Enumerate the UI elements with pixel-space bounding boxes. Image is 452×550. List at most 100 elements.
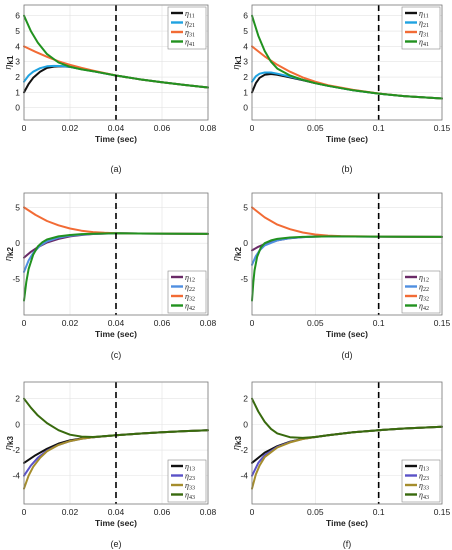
y-axis-label-symbol: η [3, 256, 13, 261]
legend-label-subscript: 32 [189, 297, 195, 303]
y-tick-label: 0 [243, 419, 248, 429]
x-tick-label: 0 [250, 123, 255, 133]
x-tick-label: 0.06 [154, 123, 171, 133]
x-tick-label: 0.04 [108, 507, 125, 517]
y-tick-label: 5 [15, 202, 20, 212]
y-tick-label: 2 [15, 72, 20, 82]
legend-label-subscript: 13 [189, 467, 195, 473]
legend-label-subscript: 33 [189, 486, 195, 492]
legend-label-subscript: 23 [189, 476, 195, 482]
y-tick-label: -4 [12, 471, 20, 481]
y-tick-label: 3 [243, 57, 248, 67]
legend-label-subscript: 23 [423, 476, 429, 482]
legend-label-subscript: 41 [189, 42, 195, 48]
x-tick-label: 0.06 [154, 318, 171, 328]
legend-label-symbol: η [185, 481, 189, 490]
legend-label-subscript: 22 [189, 287, 195, 293]
y-axis-label-subscript: k2 [234, 247, 243, 256]
series-line-η43 [23, 397, 209, 438]
legend-label-subscript: 11 [423, 14, 429, 20]
y-tick-label: 0 [243, 103, 248, 113]
legend-label-subscript: 43 [423, 495, 429, 501]
legend-label-subscript: 21 [189, 23, 195, 29]
y-axis-label: ηk1 [3, 55, 15, 69]
legend-label-subscript: 42 [423, 306, 429, 312]
y-tick-label: 4 [15, 41, 20, 51]
y-axis-label-subscript: k1 [6, 55, 15, 64]
legend-label: η22 [185, 283, 195, 294]
y-tick-label: 0 [15, 238, 20, 248]
legend-label-symbol: η [185, 302, 189, 311]
y-tick-label: 2 [15, 394, 20, 404]
y-tick-label: 1 [15, 87, 20, 97]
x-tick-label: 0.04 [108, 123, 125, 133]
y-axis-label-subscript: k1 [234, 55, 243, 64]
x-tick-label: 0.02 [62, 507, 79, 517]
y-tick-label: -4 [240, 471, 248, 481]
legend-label-symbol: η [419, 481, 423, 490]
subplot-caption: (d) [342, 350, 353, 360]
y-tick-label: -2 [240, 445, 248, 455]
legend-label: η42 [185, 302, 195, 313]
y-axis-label: ηk1 [231, 55, 243, 69]
x-tick-label: 0.08 [200, 507, 217, 517]
y-axis-label: ηk2 [231, 247, 243, 261]
legend-label-symbol: η [419, 28, 423, 37]
x-tick-label: 0.15 [434, 507, 451, 517]
y-tick-label: 5 [15, 26, 20, 36]
legend-label: η23 [185, 472, 195, 483]
y-axis-label-symbol: η [231, 64, 241, 69]
legend-label-symbol: η [419, 38, 423, 47]
y-tick-label: 0 [243, 238, 248, 248]
y-tick-label: 5 [243, 202, 248, 212]
legend-label-subscript: 41 [423, 42, 429, 48]
legend-label-symbol: η [419, 472, 423, 481]
legend-label: η32 [185, 292, 195, 303]
legend-label: η12 [185, 273, 195, 284]
x-tick-label: 0.02 [62, 123, 79, 133]
x-tick-label: 0 [250, 318, 255, 328]
x-axis-label: Time (sec) [326, 518, 368, 528]
legend-label: η31 [419, 28, 429, 39]
y-tick-label: 6 [243, 11, 248, 21]
y-axis-label-subscript: k3 [6, 436, 15, 445]
y-tick-label: -5 [240, 274, 248, 284]
subplot-caption: (c) [111, 350, 122, 360]
x-tick-label: 0.1 [373, 507, 385, 517]
x-axis-label: Time (sec) [95, 134, 137, 144]
y-tick-label: 0 [15, 103, 20, 113]
plot-frame [251, 381, 443, 505]
x-tick-label: 0.1 [373, 123, 385, 133]
x-axis-label: Time (sec) [95, 329, 137, 339]
x-tick-label: 0 [22, 318, 27, 328]
legend-label: η32 [419, 292, 429, 303]
y-tick-label: 6 [15, 11, 20, 21]
legend-label-subscript: 22 [423, 287, 429, 293]
series-line-η42 [23, 232, 209, 302]
legend-label-symbol: η [185, 38, 189, 47]
legend-label-symbol: η [419, 9, 423, 18]
legend-label: η12 [419, 273, 429, 284]
legend-label: η42 [419, 302, 429, 313]
legend-label-symbol: η [185, 28, 189, 37]
plot-frame [251, 4, 443, 121]
legend-label-symbol: η [185, 273, 189, 282]
subplot-caption: (b) [342, 164, 353, 174]
legend-label-subscript: 43 [189, 495, 195, 501]
legend-label: η21 [419, 19, 429, 30]
y-tick-label: 4 [243, 41, 248, 51]
y-tick-label: 2 [243, 72, 248, 82]
x-tick-label: 0.15 [434, 123, 451, 133]
legend-label-symbol: η [185, 462, 189, 471]
legend-label-subscript: 33 [423, 486, 429, 492]
legend-label-symbol: η [419, 302, 423, 311]
legend-label-subscript: 42 [189, 306, 195, 312]
